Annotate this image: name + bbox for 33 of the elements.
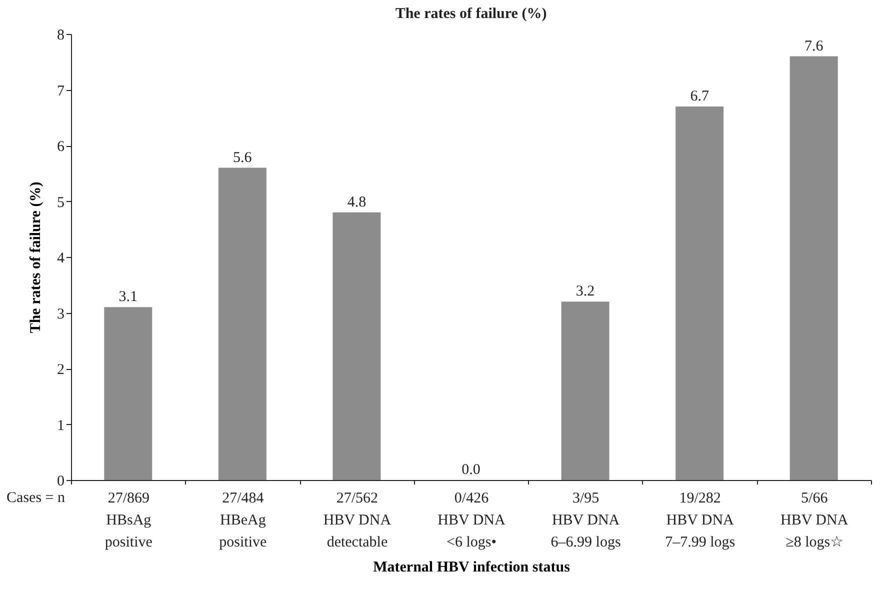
bar bbox=[218, 168, 266, 480]
x-axis-title: Maternal HBV infection status bbox=[373, 560, 570, 576]
data-label: 0.0 bbox=[462, 462, 480, 478]
bar bbox=[676, 106, 724, 480]
text: Cases = n bbox=[6, 490, 66, 506]
y-tick-label: 8 bbox=[57, 28, 64, 44]
y-tick-label: 1 bbox=[57, 418, 64, 434]
x-tick-label: 0/426 HBV DNA <6 logs• bbox=[438, 490, 506, 550]
bar bbox=[104, 307, 152, 480]
x-tick-label: 27/562 HBV DNA detectable bbox=[323, 490, 392, 550]
x-tick-label: 3/95 HBV DNA 6–6.99 logs bbox=[550, 490, 621, 550]
x-tick-label: 19/282 HBV DNA 7–7.99 logs bbox=[665, 490, 736, 550]
y-tick-label: 0 bbox=[57, 474, 64, 490]
y-tick-label: 3 bbox=[57, 306, 64, 322]
chart-title: The rates of failure (%) bbox=[395, 6, 547, 22]
y-tick-label: 7 bbox=[57, 83, 65, 100]
data-label: 6.7 bbox=[690, 88, 710, 104]
y-axis-title: The rates of failure (%) bbox=[28, 182, 44, 334]
y-tick-label: 4 bbox=[57, 250, 65, 266]
bar bbox=[790, 56, 838, 480]
y-tick-label: 5 bbox=[57, 194, 64, 211]
x-tick-label: 27/484 HBeAg positive bbox=[219, 490, 268, 550]
bar bbox=[561, 302, 610, 480]
y-tick-label: 2 bbox=[57, 362, 64, 378]
data-label: 3.1 bbox=[118, 289, 138, 306]
bar bbox=[332, 212, 381, 480]
data-label: 5.6 bbox=[233, 150, 252, 166]
x-tick-label: 27/869 HBsAg positive bbox=[104, 490, 153, 550]
x-tick-label: 5/66 HBV DNA ≥8 logs☆ bbox=[780, 490, 848, 550]
y-tick-label: 6 bbox=[57, 139, 65, 155]
data-label: 4.8 bbox=[347, 194, 366, 210]
data-label: 7.6 bbox=[804, 38, 824, 54]
data-label: 3.2 bbox=[576, 284, 595, 300]
